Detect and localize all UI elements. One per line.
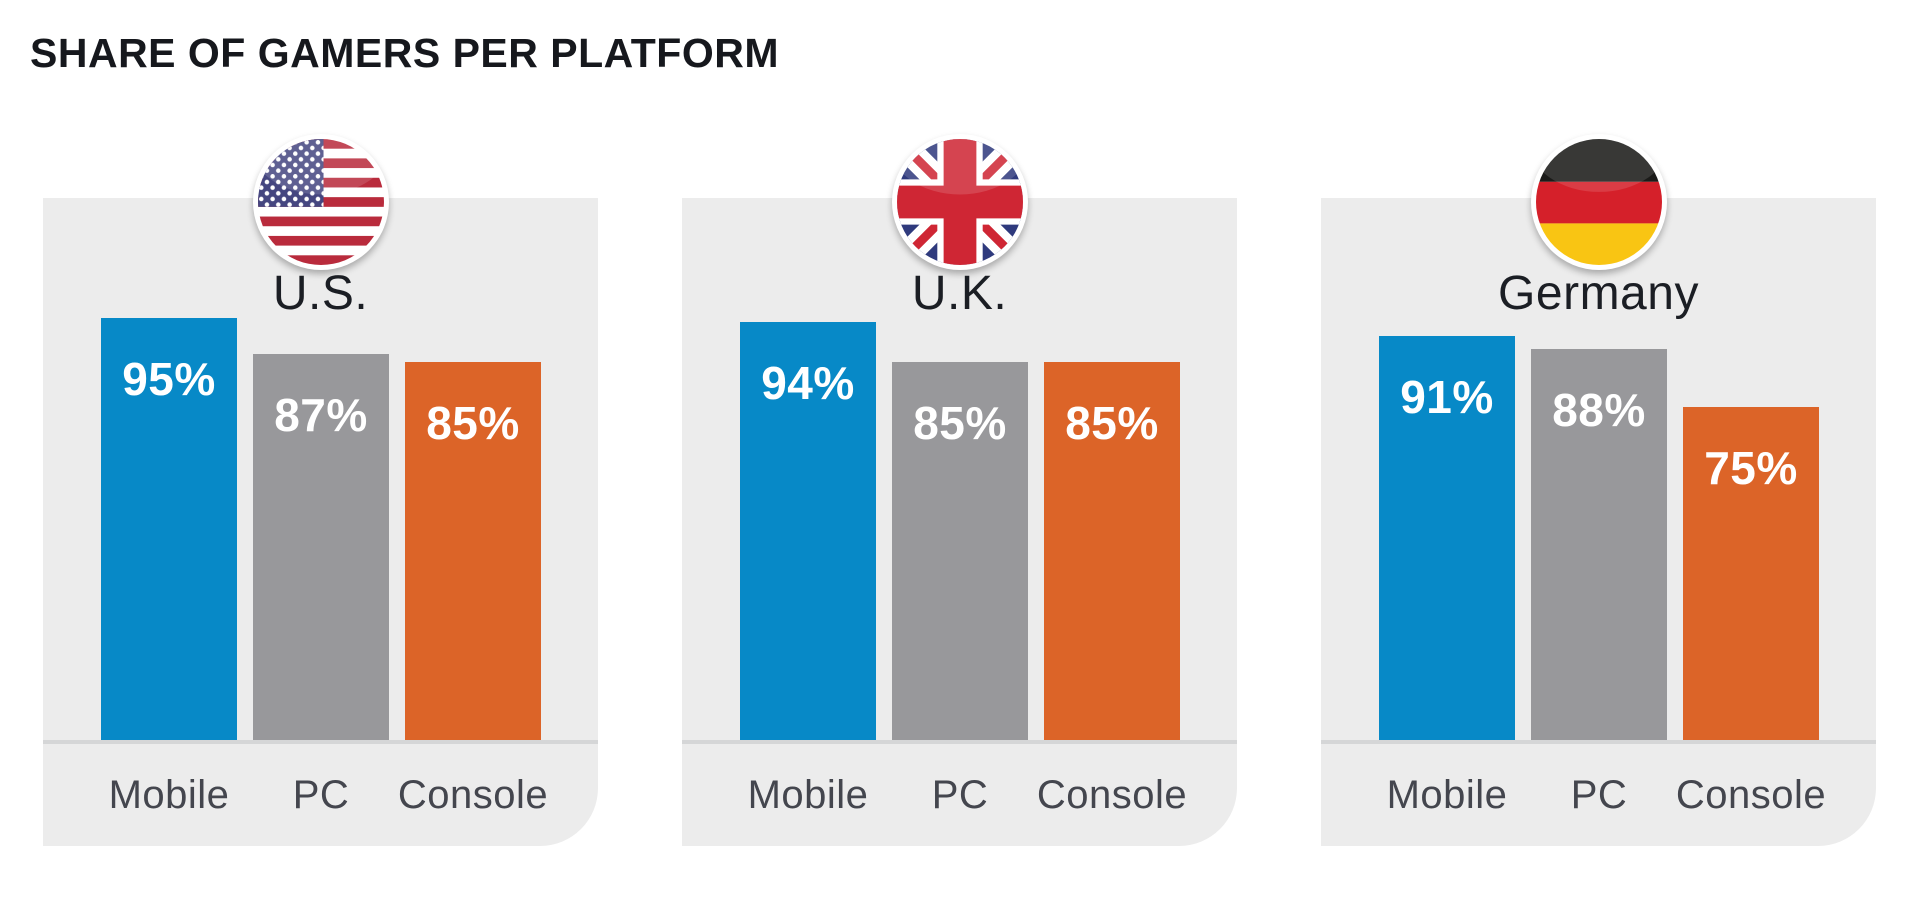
bar-value-label: 85% — [913, 397, 1007, 449]
uk-flag-icon — [891, 134, 1028, 270]
bar-value-label: 94% — [761, 357, 855, 409]
page-title: SHARE OF GAMERS PER PLATFORM — [30, 30, 779, 76]
bar-value-label: 85% — [426, 397, 520, 449]
bar-us-mobile: 95% — [101, 318, 237, 740]
axis-label-mobile: Mobile — [747, 773, 869, 817]
country-label: Germany — [1498, 267, 1699, 320]
bar-chart-germany: 91% 88% 75% — [1321, 198, 1876, 740]
bar-value-label: 95% — [122, 353, 216, 405]
germany-flag-icon — [1530, 134, 1667, 270]
axis-baseline — [43, 740, 598, 744]
axis-label-mobile: Mobile — [108, 773, 230, 817]
bar-germany-console: 75% — [1683, 407, 1819, 740]
bar-us-pc: 87% — [253, 354, 389, 740]
bar-value-label: 75% — [1704, 442, 1798, 494]
bar-chart-uk: 94% 85% 85% — [682, 198, 1237, 740]
bar-value-label: 88% — [1552, 384, 1646, 436]
axis-baseline — [682, 740, 1237, 744]
axis-label-console: Console — [1036, 773, 1188, 817]
country-label: U.S. — [272, 267, 369, 320]
bar-us-console: 85% — [405, 362, 541, 740]
axis-baseline — [1321, 740, 1876, 744]
axis-label-pc: PC — [931, 773, 989, 817]
bar-uk-mobile: 94% — [740, 322, 876, 740]
bar-germany-mobile: 91% — [1379, 336, 1515, 740]
country-label: U.K. — [911, 267, 1008, 320]
bar-value-label: 85% — [1065, 397, 1159, 449]
bar-uk-pc: 85% — [892, 362, 1028, 740]
axis-label-pc: PC — [1570, 773, 1628, 817]
us-flag-icon — [252, 134, 389, 270]
axis-label-console: Console — [397, 773, 549, 817]
country-panel-uk: 94% 85% 85% Mobile PC Console — [682, 134, 1237, 846]
bar-germany-pc: 88% — [1531, 349, 1667, 740]
bar-uk-console: 85% — [1044, 362, 1180, 740]
axis-label-console: Console — [1675, 773, 1827, 817]
bar-value-label: 87% — [274, 389, 368, 441]
axis-label-mobile: Mobile — [1386, 773, 1508, 817]
axis-label-pc: PC — [292, 773, 350, 817]
country-panel-us: 95% 87% 85% Mobile PC Console — [43, 134, 598, 846]
country-panel-germany: 91% 88% 75% Mobile PC Console — [1321, 134, 1876, 846]
bar-chart-us: 95% 87% 85% — [43, 198, 598, 740]
bar-value-label: 91% — [1400, 371, 1494, 423]
